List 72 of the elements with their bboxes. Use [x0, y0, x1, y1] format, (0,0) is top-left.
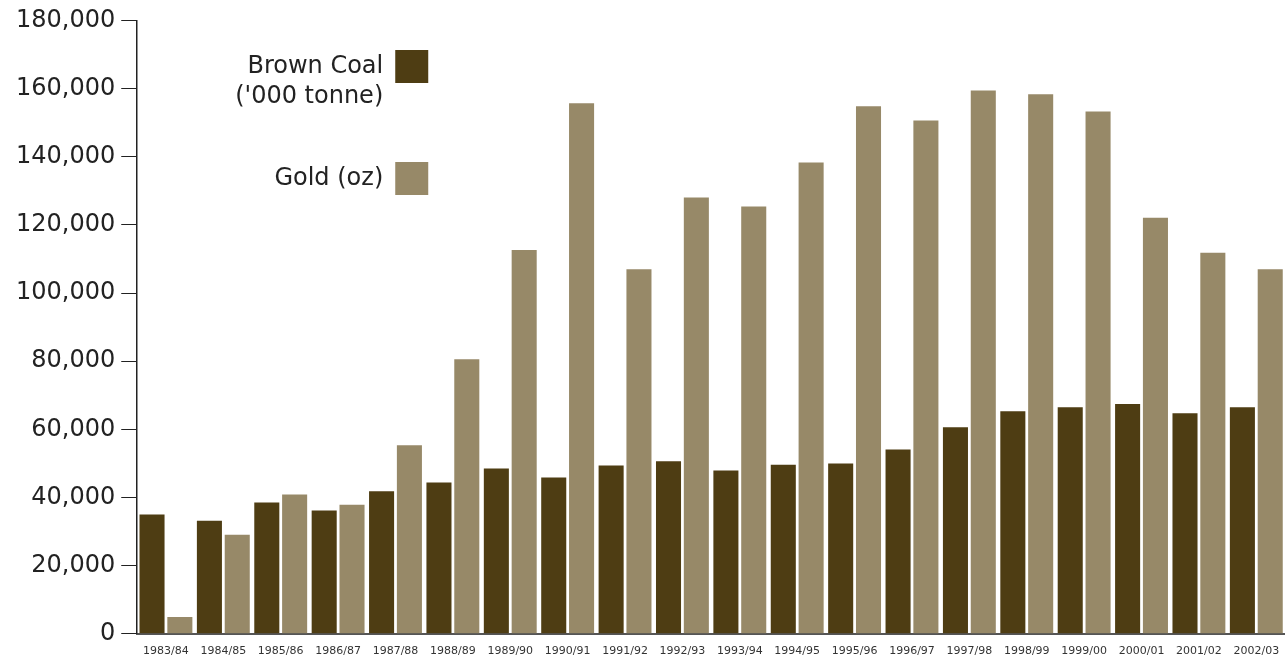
bar — [683, 197, 709, 634]
x-tick-label: 1993/94 — [716, 644, 763, 658]
x-tick-label: 1992/93 — [659, 644, 706, 658]
bar — [254, 502, 280, 634]
bar — [828, 463, 854, 634]
x-tick-label: 1999/00 — [1061, 644, 1107, 658]
bar — [139, 514, 165, 634]
bar — [311, 510, 337, 634]
bar — [1172, 413, 1198, 634]
bar — [741, 206, 767, 634]
bar — [196, 520, 222, 634]
x-tick-label: 1998/99 — [1003, 644, 1050, 658]
bar — [598, 465, 624, 634]
y-tick-label: 160,000 — [16, 72, 116, 101]
x-tick-label: 1984/85 — [200, 644, 247, 658]
bar — [1028, 94, 1054, 634]
y-tick-label: 100,000 — [16, 277, 116, 306]
x-tick-label: 1995/96 — [831, 644, 878, 658]
bar — [1057, 407, 1083, 634]
bar — [369, 491, 395, 634]
y-tick-label: 20,000 — [31, 549, 116, 578]
bar — [396, 445, 422, 634]
bar — [511, 250, 537, 634]
y-tick-label: 140,000 — [16, 140, 116, 169]
x-tick-label: 1996/97 — [889, 644, 935, 658]
bar — [855, 106, 882, 634]
y-tick-label: 40,000 — [31, 481, 116, 510]
bar — [569, 103, 595, 634]
bar — [339, 504, 365, 634]
bar — [798, 162, 824, 634]
bar — [454, 359, 480, 634]
x-tick-label: 1983/84 — [143, 644, 189, 658]
x-tick-label: 1985/86 — [257, 644, 304, 658]
x-tick-label: 1994/95 — [774, 644, 821, 658]
x-tick-label: 2000/01 — [1118, 644, 1165, 658]
x-tick-label: 2002/03 — [1233, 644, 1280, 658]
bar — [942, 427, 968, 634]
bar — [1200, 252, 1226, 634]
y-tick-label: 120,000 — [16, 209, 116, 238]
y-tick-label: 60,000 — [31, 413, 116, 442]
bar — [655, 461, 682, 634]
bar — [913, 120, 939, 634]
x-tick-label: 1989/90 — [487, 644, 534, 658]
bar — [224, 534, 250, 634]
bar — [1257, 269, 1283, 634]
bar — [885, 449, 911, 634]
x-tick-label: 1986/87 — [315, 644, 361, 658]
x-tick-label: 1991/92 — [602, 644, 648, 658]
bar — [483, 468, 509, 634]
legend-label: Gold (oz) — [274, 162, 384, 191]
bar — [1142, 217, 1168, 634]
bar — [282, 494, 308, 634]
x-tick-label: 1987/88 — [372, 644, 419, 658]
bar — [713, 470, 739, 634]
legend-label: Brown Coal ('000 tonne) — [235, 50, 384, 109]
x-tick-label: 2001/02 — [1176, 644, 1222, 658]
x-tick-label: 1990/91 — [544, 644, 591, 658]
bar — [167, 617, 193, 634]
x-tick-label: 1988/89 — [430, 644, 476, 658]
bar — [1115, 404, 1141, 634]
x-tick-label: 1997/98 — [946, 644, 993, 658]
bar — [770, 464, 796, 634]
bar — [426, 482, 452, 634]
y-tick-label: 80,000 — [31, 345, 116, 374]
y-tick-label: 0 — [99, 618, 116, 647]
bar — [1000, 411, 1026, 634]
bar — [970, 90, 996, 634]
y-tick-label: 180,000 — [16, 4, 116, 33]
bar — [1229, 407, 1255, 634]
bar — [1085, 111, 1111, 634]
bar — [541, 477, 567, 634]
bar — [626, 269, 652, 634]
